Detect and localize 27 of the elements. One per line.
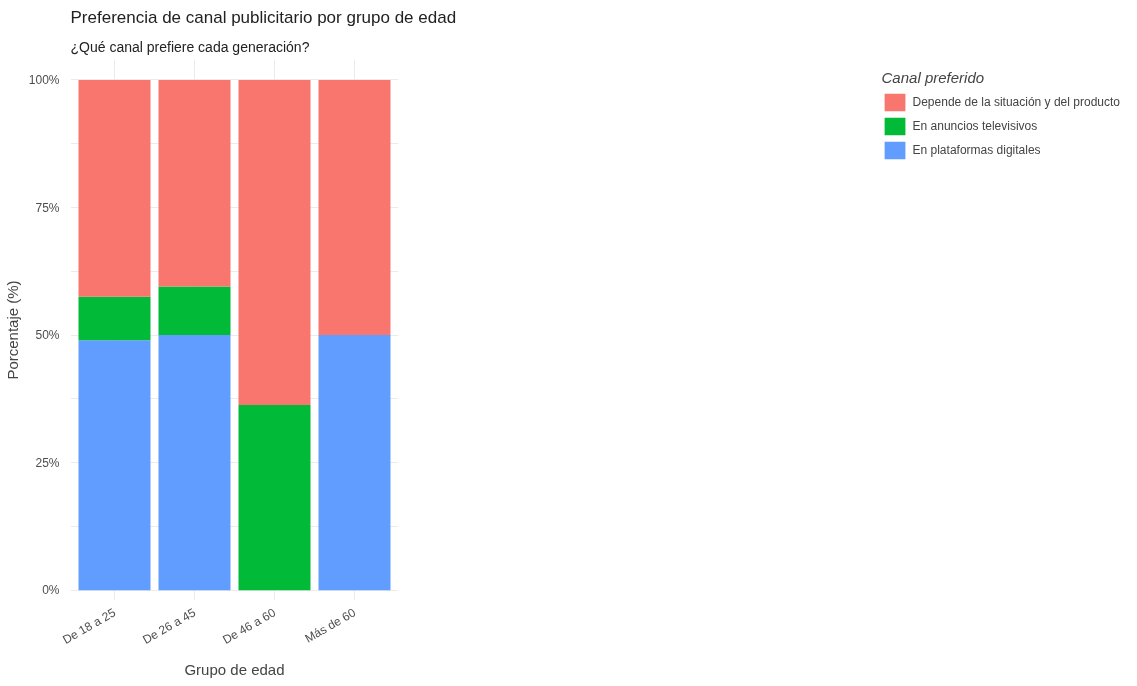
legend-title: Canal preferido — [881, 69, 986, 86]
y-tick-label: 75% — [35, 200, 60, 215]
bar — [238, 79, 311, 406]
bar — [158, 335, 231, 591]
x-tick-label: De 26 a 45 — [140, 605, 199, 647]
legend-label: En plataformas digitales — [912, 143, 1041, 157]
bar — [158, 286, 231, 336]
bar — [318, 79, 391, 336]
bar — [158, 79, 231, 287]
bar — [78, 340, 151, 591]
y-tick-label: 0% — [42, 583, 60, 598]
bar — [78, 296, 151, 341]
bar — [238, 405, 311, 591]
x-tick-label: De 46 a 60 — [220, 605, 279, 647]
chart-subtitle: ¿Qué canal prefiere cada generación? — [70, 38, 310, 55]
y-axis-title: Porcentaje (%) — [3, 280, 21, 380]
bar — [318, 335, 391, 591]
bar — [78, 79, 151, 297]
x-tick-label: Más de 60 — [302, 605, 359, 646]
legend-label: En anuncios televisivos — [912, 119, 1038, 133]
y-tick-label: 100% — [28, 72, 60, 87]
y-tick-label: 50% — [35, 328, 60, 343]
x-axis-title: Grupo de edad — [184, 660, 285, 678]
y-tick-label: 25% — [35, 455, 60, 470]
legend-label: Depende de la situación y del producto — [912, 95, 1120, 109]
x-tick-label: De 18 a 25 — [60, 605, 119, 647]
chart-title: Preferencia de canal publicitario por grupo de edad — [70, 7, 457, 27]
